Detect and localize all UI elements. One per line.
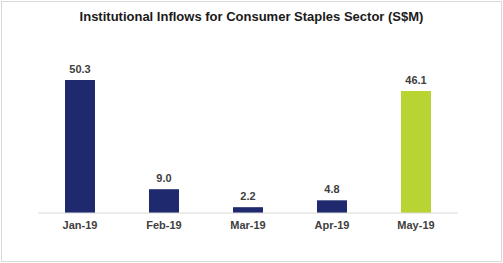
svg-text:Apr-19: Apr-19 <box>315 219 350 231</box>
svg-text:Jan-19: Jan-19 <box>63 219 98 231</box>
svg-text:4.8: 4.8 <box>324 183 339 195</box>
svg-text:Mar-19: Mar-19 <box>230 219 265 231</box>
svg-text:Feb-19: Feb-19 <box>146 219 181 231</box>
svg-text:May-19: May-19 <box>397 219 434 231</box>
svg-text:2.2: 2.2 <box>240 190 255 202</box>
html-text:Institutional Inflows for Cons: Institutional Inflows for Consumer Stapl… <box>79 9 424 24</box>
svg-text:50.3: 50.3 <box>69 63 90 75</box>
svg-text:9.0: 9.0 <box>156 172 171 184</box>
svg-text:46.1: 46.1 <box>405 74 426 86</box>
